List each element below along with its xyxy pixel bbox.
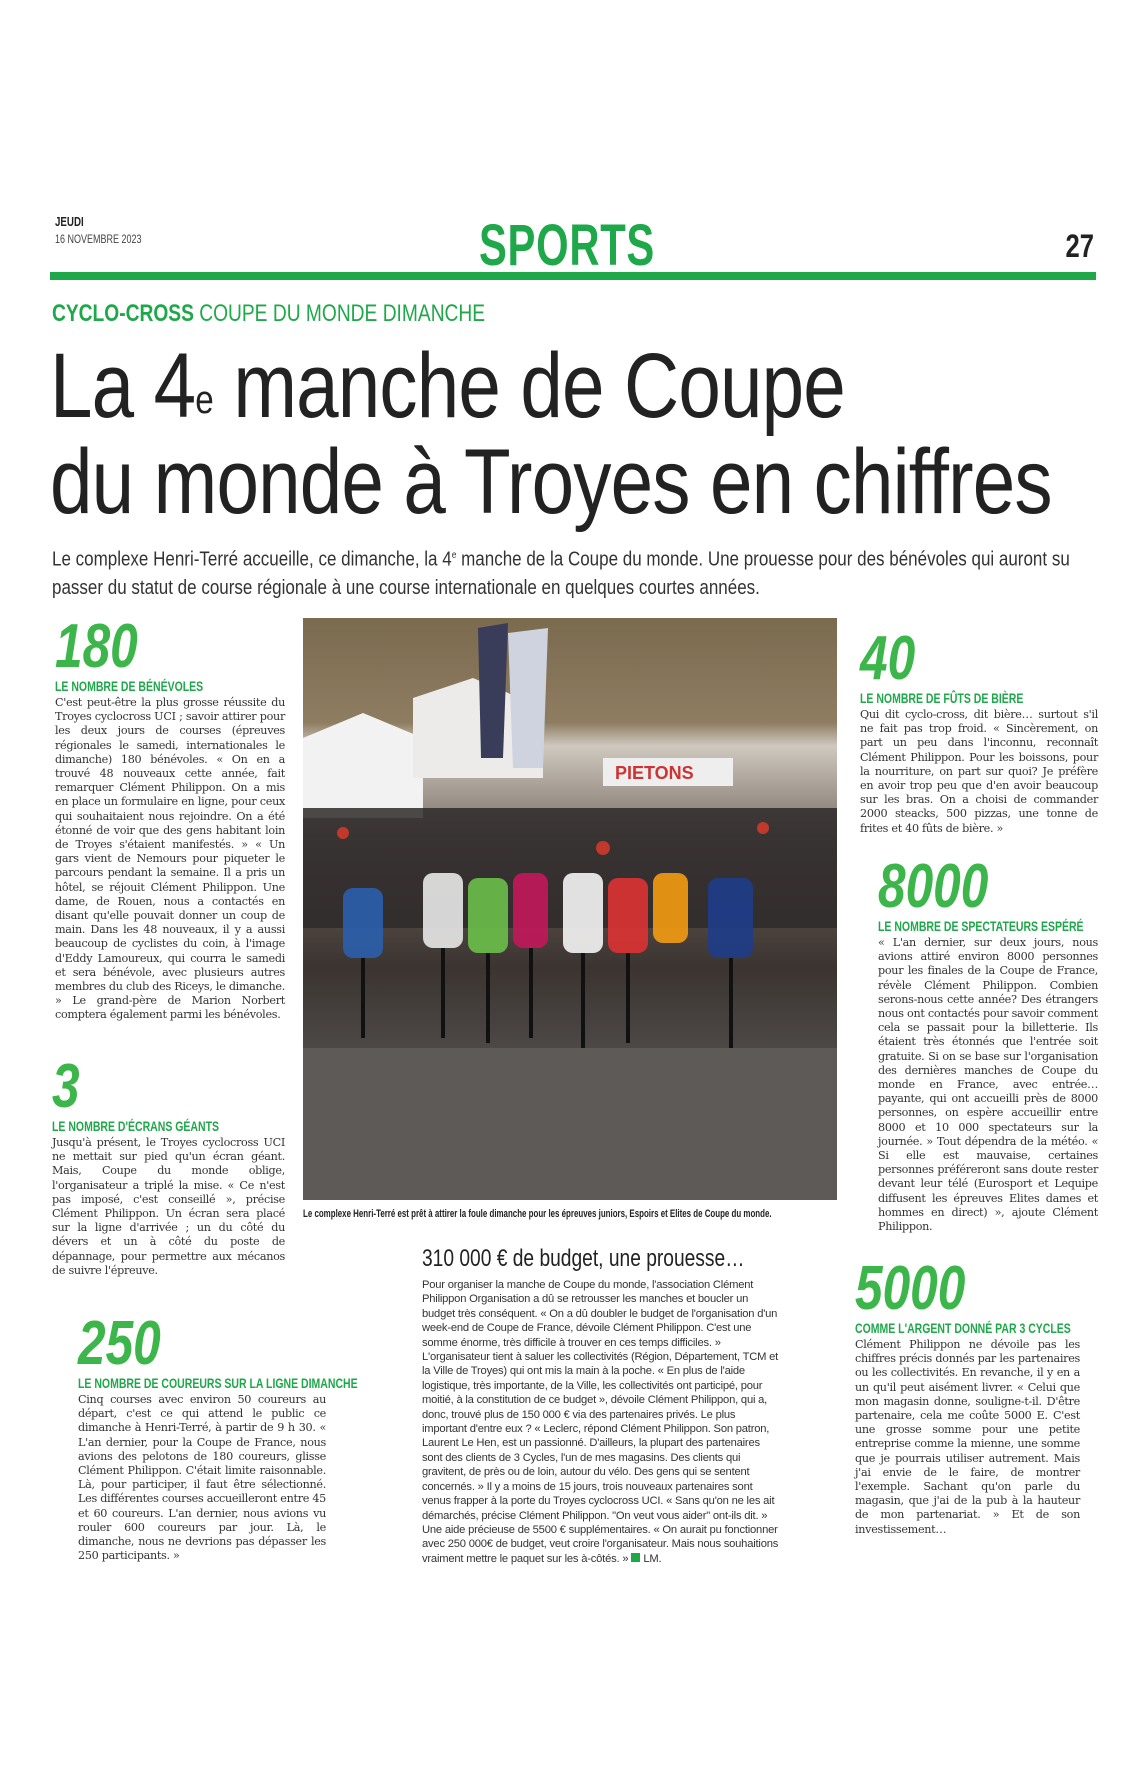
pietons-banner: PIETONS <box>615 763 694 783</box>
headline-sup: e <box>195 378 213 422</box>
headline-line2: du monde à Troyes en chiffres <box>50 431 1053 533</box>
page-number: 27 <box>1065 228 1095 264</box>
figure-text: Jusqu'à présent, le Troyes cyclocross UC… <box>52 1136 285 1277</box>
figure-text: Qui dit cyclo-cross, dit bière… surtout … <box>860 708 1098 835</box>
signature: LM. <box>643 1552 662 1565</box>
kicker-topic: COUPE DU MONDE DIMANCHE <box>199 300 486 327</box>
issue-date: 16 NOVEMBRE 2023 <box>55 232 142 246</box>
section-title: SPORTS <box>478 213 656 278</box>
figure-volunteers: 180 LE NOMBRE DE BÉNÉVOLES C'est peut-êt… <box>55 612 285 1023</box>
figure-beer: 40 LE NOMBRE DE FÛTS DE BIÈRE Qui dit cy… <box>860 624 1098 836</box>
figure-text: Cinq courses avec environ 50 coureurs au… <box>78 1393 326 1563</box>
headline: La 4e manche de Coupe du monde à Troyes e… <box>50 335 1053 533</box>
section-rule <box>50 272 1096 280</box>
signature-square-icon <box>631 1552 641 1562</box>
budget-body: Pour organiser la manche de Coupe du mon… <box>422 1279 779 1565</box>
budget-text: Pour organiser la manche de Coupe du mon… <box>422 1278 780 1566</box>
figure-number: 3 <box>52 1052 80 1121</box>
figure-label: LE NOMBRE DE FÛTS DE BIÈRE <box>860 690 1024 706</box>
budget-title: 310 000 € de budget, une prouesse… <box>422 1245 745 1272</box>
issue-day: JEUDI <box>55 214 84 229</box>
figure-text: C'est peut-être la plus grosse réussite … <box>55 696 285 1022</box>
figure-number: 8000 <box>878 852 989 921</box>
figure-label: COMME L'ARGENT DONNÉ PAR 3 CYCLES <box>855 1320 1071 1336</box>
photo-caption: Le complexe Henri-Terré est prêt à attir… <box>303 1208 772 1220</box>
figure-screens: 3 LE NOMBRE D'ÉCRANS GÉANTS Jusqu'à prés… <box>52 1052 285 1278</box>
deck-sup: e <box>451 550 457 561</box>
figure-number: 40 <box>860 624 916 693</box>
headline-part: manche de Coupe <box>212 335 845 437</box>
figure-label: LE NOMBRE DE SPECTATEURS ESPÉRÉ <box>878 918 1084 934</box>
figure-label: LE NOMBRE DE BÉNÉVOLES <box>55 678 204 694</box>
budget-article: Pour organiser la manche de Coupe du mon… <box>422 1278 780 1566</box>
race-photo: PIETONS <box>303 618 837 1200</box>
figure-label: LE NOMBRE DE COUREURS SUR LA LIGNE DIMAN… <box>78 1375 358 1391</box>
figure-text: « L'an dernier, sur deux jours, nous avi… <box>878 936 1098 1234</box>
kicker-category: CYCLO-CROSS <box>52 300 194 327</box>
figure-riders: 250 LE NOMBRE DE COUREURS SUR LA LIGNE D… <box>78 1309 358 1563</box>
race-photo-illustration: PIETONS <box>303 623 837 1200</box>
headline-part: La 4 <box>50 335 196 437</box>
figure-number: 250 <box>78 1309 161 1378</box>
figure-number: 5000 <box>855 1254 966 1323</box>
deck-part: Le complexe Henri-Terré accueille, ce di… <box>52 548 452 571</box>
kicker: CYCLO-CROSS COUPE DU MONDE DIMANCHE <box>52 300 485 328</box>
deck-part: manche de la Coupe du monde. Une prouess… <box>52 548 1070 599</box>
figure-spectators: 8000 LE NOMBRE DE SPECTATEURS ESPÉRÉ « L… <box>878 852 1098 1234</box>
figure-3cycles: 5000 COMME L'ARGENT DONNÉ PAR 3 CYCLES C… <box>855 1254 1080 1537</box>
figure-text: Clément Philippon ne dévoile pas les chi… <box>855 1338 1080 1536</box>
deck: Le complexe Henri-Terré accueille, ce di… <box>52 542 1072 602</box>
figure-label: LE NOMBRE D'ÉCRANS GÉANTS <box>52 1118 220 1134</box>
figure-number: 180 <box>55 612 138 681</box>
